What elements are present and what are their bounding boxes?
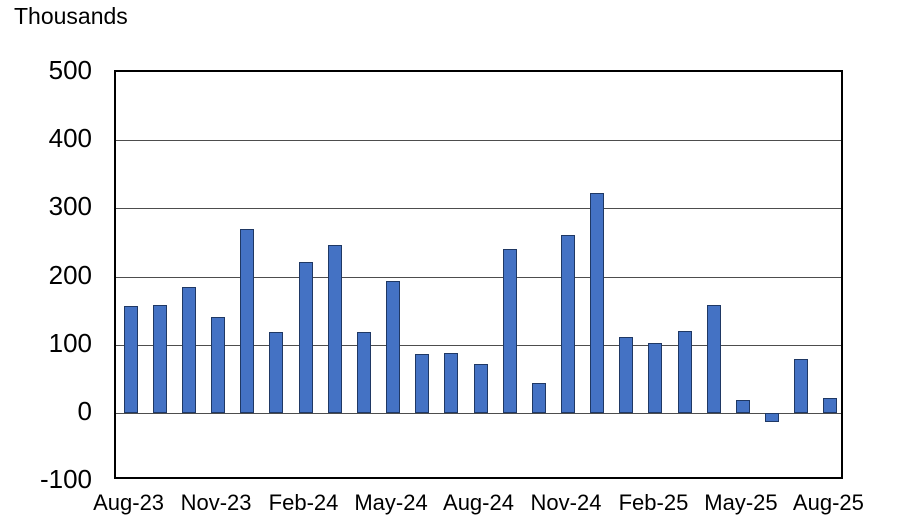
gridline-200 bbox=[116, 276, 841, 278]
bar-Mar-25 bbox=[677, 331, 692, 413]
bar-Jun-25 bbox=[765, 412, 780, 422]
bar-May-24 bbox=[386, 281, 401, 413]
bar-Nov-24 bbox=[560, 234, 575, 413]
y-tick-label-100: 100 bbox=[48, 327, 92, 358]
y-tick-label-500: 500 bbox=[48, 55, 92, 85]
bar-Apr-24 bbox=[356, 332, 371, 413]
bar-Aug-24 bbox=[473, 364, 488, 413]
bar-Aug-25 bbox=[823, 397, 838, 413]
x-tick-label-May-24: May-24 bbox=[354, 490, 428, 515]
bar-Sep-24 bbox=[502, 249, 517, 413]
bar-Dec-24 bbox=[590, 192, 605, 413]
chart-title: Thousands bbox=[14, 3, 128, 29]
x-tick-label-Aug-24: Aug-24 bbox=[443, 490, 514, 515]
bar-Apr-25 bbox=[706, 305, 721, 413]
bar-Jul-24 bbox=[444, 352, 459, 413]
bar-Nov-23 bbox=[211, 316, 226, 413]
bar-Sep-23 bbox=[152, 305, 167, 413]
bar-May-25 bbox=[735, 399, 750, 413]
y-tick-label-400: 400 bbox=[48, 123, 92, 154]
x-tick-label-Feb-24: Feb-24 bbox=[268, 490, 339, 515]
y-tick-label-300: 300 bbox=[48, 191, 92, 222]
bar-Oct-24 bbox=[531, 382, 546, 413]
bar-Jun-24 bbox=[415, 353, 430, 413]
gridline-100 bbox=[116, 344, 841, 346]
y-tick-label-200: 200 bbox=[48, 259, 92, 290]
bar-Aug-23 bbox=[123, 305, 138, 413]
x-tick-label-Feb-25: Feb-25 bbox=[618, 490, 689, 515]
bar-Feb-25 bbox=[648, 343, 663, 413]
bar-Dec-23 bbox=[240, 229, 255, 413]
bar-Mar-24 bbox=[327, 245, 342, 413]
x-tick-label-Aug-25: Aug-25 bbox=[792, 490, 864, 515]
bar-Jan-24 bbox=[269, 331, 284, 413]
y-tick-label-0: 0 bbox=[77, 395, 92, 426]
x-tick-label-Aug-23: Aug-23 bbox=[93, 490, 165, 515]
x-tick-label-Nov-23: Nov-23 bbox=[180, 490, 252, 515]
y-tick-label--100: -100 bbox=[39, 464, 92, 494]
bar-Feb-24 bbox=[298, 261, 313, 413]
gridline-300 bbox=[116, 208, 841, 210]
bar-Jan-25 bbox=[619, 337, 634, 413]
plot-area bbox=[114, 70, 843, 479]
bar-Oct-23 bbox=[181, 287, 196, 413]
bar-Jul-25 bbox=[794, 358, 809, 413]
gridline-0 bbox=[116, 412, 841, 414]
x-tick-label-May-25: May-25 bbox=[704, 490, 778, 515]
x-tick-label-Nov-24: Nov-24 bbox=[530, 490, 602, 515]
gridline-400 bbox=[116, 140, 841, 142]
